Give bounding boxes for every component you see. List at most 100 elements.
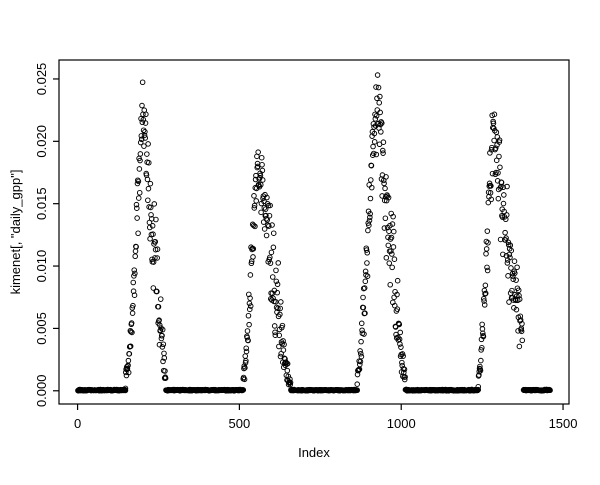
data-point: [391, 256, 398, 262]
data-point: [152, 238, 159, 245]
data-point: [375, 84, 382, 91]
data-point: [365, 227, 371, 234]
data-point: [268, 249, 275, 256]
data-point: [260, 193, 267, 199]
data-point: [158, 335, 165, 342]
data-point: [270, 295, 276, 301]
data-point: [134, 205, 140, 211]
data-point: [145, 141, 151, 147]
data-point: [243, 345, 249, 352]
data-point: [380, 139, 387, 145]
data-point: [132, 248, 139, 254]
data-point: [135, 230, 141, 237]
data-point: [158, 325, 164, 331]
data-point: [482, 282, 489, 289]
data-point: [506, 299, 512, 305]
data-point: [485, 199, 492, 206]
y-axis-label: kimenet[, "daily_gpp"]: [8, 170, 23, 295]
data-point: [258, 154, 265, 161]
data-point: [481, 302, 488, 308]
y-tick-label: 0.000: [34, 375, 49, 408]
data-point: [259, 167, 266, 174]
data-point: [241, 376, 248, 383]
data-point: [251, 193, 257, 199]
data-point: [159, 326, 166, 333]
data-point: [145, 197, 151, 204]
data-point: [517, 313, 524, 319]
data-point: [354, 381, 360, 387]
data-point: [156, 317, 162, 323]
data-point: [278, 299, 284, 305]
data-point: [137, 157, 143, 164]
data-point: [131, 267, 137, 273]
data-point: [381, 180, 387, 187]
data-point: [383, 174, 389, 180]
data-point: [383, 254, 390, 261]
data-point: [481, 287, 488, 294]
data-point: [266, 223, 272, 229]
x-tick-label: 1500: [549, 416, 578, 431]
data-point: [264, 217, 271, 223]
data-point: [284, 360, 291, 367]
data-point: [402, 376, 408, 383]
data-point: [501, 208, 507, 215]
data-point: [495, 195, 502, 202]
data-point: [122, 385, 129, 392]
data-point: [251, 205, 258, 211]
data-point: [516, 296, 523, 302]
data-point: [480, 333, 487, 340]
data-point: [484, 267, 491, 274]
data-point: [479, 321, 485, 328]
data-point: [385, 242, 392, 249]
data-point: [122, 387, 129, 394]
data-point: [247, 303, 254, 309]
y-tick-label: 0.025: [34, 63, 49, 96]
data-point: [139, 119, 146, 126]
data-point: [493, 169, 499, 176]
data-point: [255, 149, 261, 155]
y-tick-label: 0.020: [34, 125, 49, 158]
data-point: [275, 260, 282, 266]
data-point: [272, 298, 279, 305]
data-point: [390, 213, 396, 220]
data-point: [377, 93, 383, 100]
data-point: [276, 343, 282, 350]
data-point: [141, 143, 147, 149]
data-point: [377, 121, 384, 128]
data-point: [364, 249, 371, 256]
data-point: [515, 287, 522, 294]
data-point: [253, 198, 260, 204]
data-point: [514, 264, 520, 271]
data-point: [484, 264, 490, 271]
data-point: [479, 344, 485, 351]
data-point: [242, 353, 249, 359]
data-point: [507, 242, 514, 248]
x-tick-label: 1000: [387, 416, 416, 431]
data-point: [150, 285, 157, 291]
data-point: [160, 358, 166, 365]
data-point: [495, 170, 501, 176]
data-point: [367, 211, 373, 217]
data-point: [377, 109, 383, 116]
data-point: [373, 113, 380, 119]
data-point: [364, 260, 370, 266]
data-point: [272, 329, 278, 336]
data-point: [509, 287, 515, 294]
data-point: [512, 270, 518, 276]
data-point: [391, 228, 397, 235]
data-point: [394, 306, 401, 312]
data-point: [361, 331, 367, 337]
data-point: [282, 356, 288, 362]
data-point: [376, 99, 382, 106]
data-point: [516, 292, 522, 299]
data-point: [135, 178, 142, 185]
data-point: [127, 343, 134, 350]
data-point: [280, 338, 286, 344]
data-point: [503, 235, 509, 241]
data-point: [131, 292, 138, 298]
data-point: [125, 357, 132, 364]
data-point: [372, 116, 379, 122]
data-point: [484, 228, 491, 234]
